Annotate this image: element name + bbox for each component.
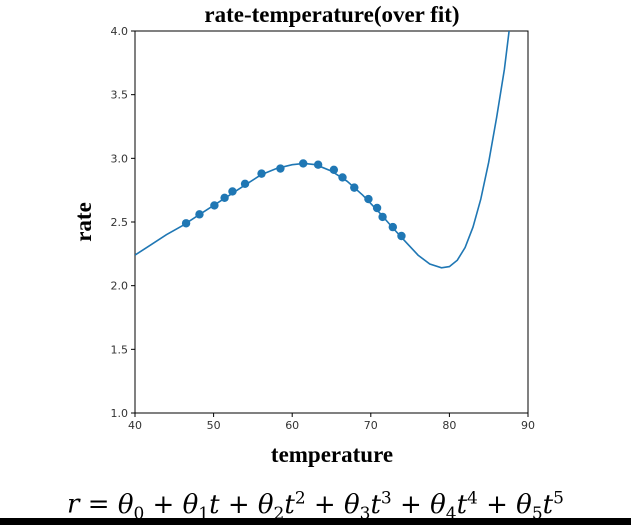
- data-point: [397, 231, 406, 241]
- data-point: [195, 210, 204, 219]
- y-tick-label: 3.5: [111, 89, 129, 102]
- data-point: [364, 194, 373, 204]
- data-point: [220, 193, 229, 203]
- formula-subscript: 3: [359, 503, 371, 518]
- data-point: [350, 183, 359, 192]
- y-axis-label: rate: [71, 202, 96, 242]
- y-tick-label: 1.5: [111, 343, 129, 356]
- formula-exponent: 2: [294, 488, 306, 508]
- y-tick-label: 1.0: [111, 407, 129, 420]
- data-point: [210, 201, 219, 210]
- formula-subscript: 1: [198, 503, 210, 518]
- bottom-divider: [0, 518, 631, 525]
- formula-term: + θ2t2: [219, 488, 306, 518]
- chart-title: rate-temperature(over fit): [204, 2, 459, 27]
- formula-variable: t: [542, 489, 554, 518]
- data-point: [313, 160, 323, 169]
- formula-sign: +: [144, 489, 183, 518]
- data-point: [228, 187, 237, 196]
- x-axis-label: temperature: [271, 442, 393, 467]
- formula-equals: =: [87, 489, 110, 518]
- x-tick-label: 50: [207, 419, 221, 432]
- formula-term: + θ5t5: [477, 488, 564, 518]
- data-points-layer: [181, 159, 406, 241]
- data-point: [388, 222, 398, 232]
- y-tick-label: 2.5: [111, 216, 129, 229]
- formula-term: θ0: [118, 490, 144, 518]
- fit-curve-line: [135, 31, 510, 269]
- y-tick-label: 3.0: [111, 152, 129, 165]
- plot-area: [134, 30, 529, 414]
- x-tick-label: 70: [364, 419, 378, 432]
- x-axis-ticks: 40 50 60 70 80 90: [128, 413, 535, 432]
- x-tick-label: 90: [521, 419, 535, 432]
- formula-variable: t: [209, 489, 220, 518]
- y-tick-label: 4.0: [111, 25, 129, 38]
- formula-variable: t: [456, 489, 468, 518]
- y-tick-label: 2.0: [111, 280, 129, 293]
- formula-exponent: 5: [553, 488, 564, 508]
- data-point: [181, 219, 191, 228]
- data-point: [276, 164, 285, 173]
- formula-subscript: 4: [445, 503, 457, 518]
- formula-coefficient: θ: [182, 489, 199, 518]
- formula-coefficient: θ: [117, 489, 134, 518]
- formula-variable: t: [370, 489, 381, 518]
- x-tick-label: 40: [128, 419, 142, 432]
- formula-exponent: 3: [380, 488, 392, 508]
- data-point: [372, 203, 382, 213]
- formula-sign: +: [219, 489, 258, 518]
- formula-term: + θ4t4: [391, 488, 478, 518]
- formula-sign: +: [477, 489, 517, 518]
- formula-term: + θ3t3: [305, 488, 392, 518]
- formula-coefficient: θ: [343, 489, 360, 518]
- formula-subscript: 0: [133, 503, 145, 518]
- rate-temperature-chart: rate-temperature(over fit) 40 50 60 70 80 90 …: [71, 2, 535, 467]
- data-point: [257, 169, 266, 178]
- data-point: [378, 212, 387, 222]
- formula-coefficient: θ: [257, 489, 274, 518]
- data-point: [299, 159, 308, 168]
- formula-lhs: r: [67, 489, 80, 518]
- formula-exponent: 4: [467, 488, 478, 508]
- fit-curve-layer: [135, 31, 510, 269]
- data-point: [338, 173, 347, 182]
- formula-coefficient: θ: [516, 489, 532, 518]
- polynomial-formula: r = θ0 + θ1t + θ2t2 + θ3t3 + θ4t4 + θ5t5: [0, 478, 631, 518]
- formula-terms: θ0 + θ1t + θ2t2 + θ3t3 + θ4t4 + θ5t5: [118, 488, 564, 518]
- formula-sign: +: [391, 489, 431, 518]
- formula-subscript: 2: [273, 503, 285, 518]
- plot-frame: [134, 30, 529, 414]
- formula-subscript: 5: [531, 503, 543, 518]
- formula-sign: +: [305, 489, 344, 518]
- formula-variable: t: [284, 489, 295, 518]
- y-axis-ticks: 1.0 1.5 2.0 2.5 3.0 3.5 4.0: [111, 25, 135, 420]
- x-tick-label: 80: [442, 419, 456, 432]
- formula-term: + θ1t: [144, 489, 220, 518]
- data-point: [329, 165, 339, 174]
- data-point: [240, 179, 250, 188]
- formula-coefficient: θ: [430, 489, 446, 518]
- x-tick-label: 60: [285, 419, 299, 432]
